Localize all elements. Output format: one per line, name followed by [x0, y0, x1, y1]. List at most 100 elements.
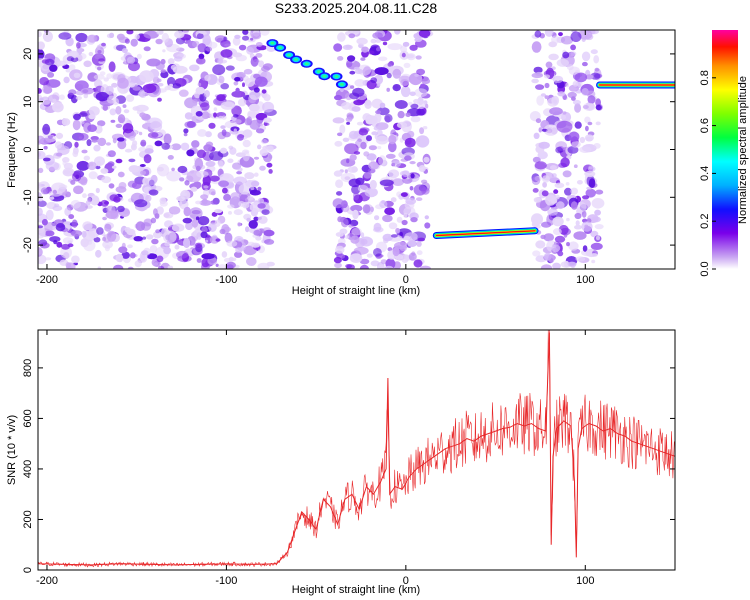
noise-speck [396, 216, 403, 223]
noise-speck [410, 173, 415, 179]
noise-speck [400, 85, 411, 98]
noise-speck [247, 195, 254, 201]
noise-speck [87, 124, 97, 132]
noise-speck [534, 161, 547, 170]
noise-speck [237, 238, 243, 242]
noise-speck [370, 77, 378, 84]
noise-speck [52, 205, 63, 212]
noise-speck [532, 156, 541, 163]
snr-noise-line [38, 330, 675, 568]
noise-speck [548, 53, 559, 61]
noise-speck [231, 104, 236, 107]
noise-speck [118, 246, 128, 254]
noise-speck [56, 241, 63, 248]
noise-speck [195, 165, 201, 172]
noise-speck [210, 200, 218, 205]
noise-speck [374, 67, 389, 76]
noise-speck [192, 40, 200, 48]
noise-speck [379, 102, 386, 109]
noise-speck [570, 44, 576, 51]
noise-speck [117, 171, 125, 178]
noise-speck [594, 209, 601, 216]
noise-speck [538, 141, 550, 149]
noise-speck [560, 114, 567, 120]
noise-speck [532, 219, 538, 225]
noise-speck [375, 38, 382, 43]
noise-speck [544, 30, 554, 37]
noise-speck [351, 185, 361, 195]
noise-speck [546, 128, 553, 134]
noise-speck [561, 111, 572, 123]
noise-speck [370, 38, 377, 44]
noise-speck [214, 209, 223, 214]
noise-speck [552, 216, 564, 227]
noise-speck [356, 121, 364, 126]
noise-speck [354, 79, 366, 87]
noise-speck [401, 52, 406, 58]
colorbar-tick-label: 0.0 [699, 261, 711, 276]
noise-speck [359, 258, 370, 265]
noise-speck [234, 251, 243, 258]
noise-speck [186, 149, 195, 157]
noise-speck [42, 85, 53, 95]
noise-speck [73, 72, 81, 79]
noise-speck [148, 189, 159, 196]
colorbar-ticks: 0.0 0.2 0.4 0.6 0.8 [699, 70, 716, 277]
noise-speck [161, 142, 170, 150]
noise-speck [74, 141, 79, 148]
snr-y-ticks: 0 200 400 600 800 [22, 359, 675, 573]
noise-speck [533, 78, 539, 82]
noise-speck [75, 32, 88, 43]
noise-speck [127, 82, 135, 88]
noise-speck [38, 223, 45, 234]
noise-speck [251, 242, 260, 248]
noise-speck [162, 49, 166, 53]
noise-speck [246, 46, 255, 55]
noise-speck [594, 67, 600, 72]
noise-speck [183, 132, 188, 137]
noise-speck [88, 51, 94, 57]
noise-speck [195, 200, 202, 205]
noise-speck [215, 238, 221, 242]
noise-speck [359, 236, 374, 247]
noise-speck [203, 90, 210, 98]
signal-blob [334, 75, 339, 78]
noise-speck [83, 93, 89, 99]
noise-speck [39, 137, 52, 144]
noise-speck [136, 53, 142, 60]
noise-speck [416, 197, 423, 202]
noise-speck [157, 82, 164, 87]
noise-speck [156, 206, 164, 215]
noise-speck [585, 188, 596, 198]
noise-speck [58, 32, 72, 40]
noise-speck [348, 224, 354, 228]
noise-speck [205, 46, 213, 52]
noise-speck [88, 114, 96, 120]
noise-speck [38, 167, 44, 174]
noise-speck [70, 230, 83, 237]
noise-speck [224, 43, 231, 47]
noise-speck [531, 176, 541, 186]
noise-speck [259, 148, 268, 156]
noise-speck [246, 116, 253, 126]
noise-speck [588, 178, 596, 189]
noise-speck [180, 192, 188, 197]
noise-speck [403, 212, 408, 218]
noise-speck [76, 160, 90, 171]
noise-speck [360, 141, 367, 150]
noise-speck [333, 43, 343, 52]
noise-speck [360, 57, 366, 61]
noise-speck [335, 232, 344, 237]
noise-speck [251, 32, 262, 40]
noise-speck [416, 68, 426, 76]
noise-speck [133, 236, 143, 242]
noise-speck [584, 116, 591, 124]
noise-speck [60, 246, 72, 259]
noise-speck [203, 185, 209, 189]
noise-speck [93, 144, 101, 152]
noise-speck [115, 158, 123, 164]
noise-speck [117, 139, 127, 150]
noise-speck [552, 262, 561, 269]
noise-speck [38, 200, 47, 207]
